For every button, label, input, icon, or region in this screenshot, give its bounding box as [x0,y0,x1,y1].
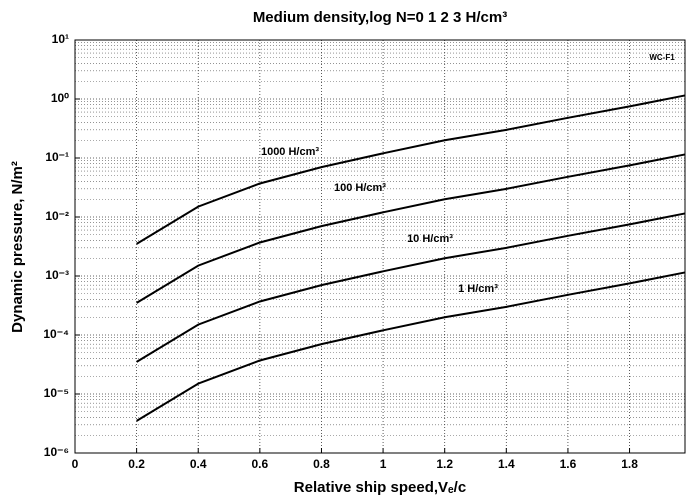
y-tick-label: 10⁻² [45,209,69,223]
series-label: 1000 H/cm³ [261,146,319,158]
x-tick-label: 0.6 [252,457,269,471]
x-tick-label: 0 [72,457,79,471]
chart-title: Medium density,log N=0 1 2 3 H/cm³ [253,9,507,26]
x-tick-label: 1 [380,457,387,471]
x-axis-label: Relative ship speed,Vₑ/c [294,479,466,496]
series-line [136,153,686,304]
series-label: 100 H/cm³ [334,182,386,194]
y-tick-label: 10⁰ [51,91,69,105]
x-tick-label: 0.2 [128,457,145,471]
y-tick-label: 10⁻⁴ [43,327,69,341]
x-tick-label: 1.4 [498,457,515,471]
series-line [136,271,686,422]
annotation: WC-F1 [649,53,675,62]
x-tick-label: 1.6 [560,457,577,471]
y-tick-label: 10¹ [52,32,69,46]
x-tick-label: 0.8 [313,457,330,471]
series-label: 10 H/cm³ [407,233,453,245]
series-label: 1 H/cm³ [458,283,498,295]
y-tick-label: 10⁻³ [45,268,69,282]
series-line [136,94,686,245]
y-tick-label: 10⁻⁶ [44,445,69,459]
y-tick-label: 10⁻⁵ [44,386,69,400]
series-line [136,212,686,363]
y-tick-label: 10⁻¹ [45,150,69,164]
x-tick-label: 1.2 [436,457,453,471]
y-axis-label: Dynamic pressure, N/m² [9,161,26,333]
x-tick-label: 0.4 [190,457,207,471]
x-tick-label: 1.8 [621,457,638,471]
plot-frame [74,39,686,454]
